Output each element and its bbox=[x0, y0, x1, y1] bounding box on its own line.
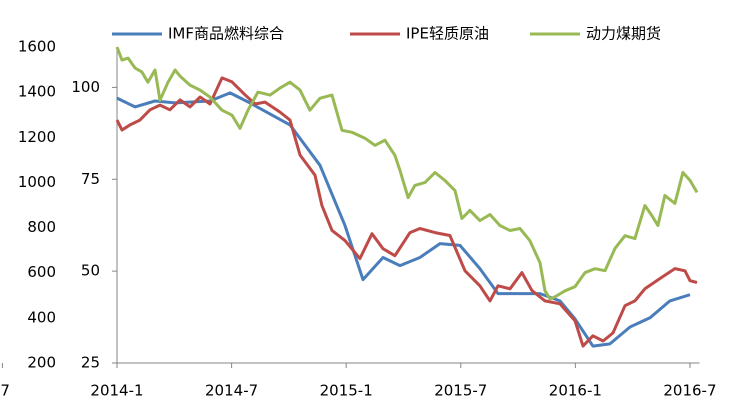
y2-tick-label: 75 bbox=[81, 170, 100, 188]
series-line bbox=[116, 91, 691, 348]
x-tick-label: 2015-7 bbox=[434, 382, 487, 400]
y-tick-label: 1000 bbox=[18, 173, 56, 191]
y-tick-label: 400 bbox=[27, 308, 56, 326]
series-line bbox=[115, 76, 698, 348]
y2-tick-label: 25 bbox=[81, 354, 100, 372]
x-tick-label: 2014-7 bbox=[205, 382, 258, 400]
legend-label: 动力煤期货 bbox=[586, 25, 661, 43]
x-tick-label: 2015-1 bbox=[320, 382, 373, 400]
x-tick-label: 2016-1 bbox=[549, 382, 602, 400]
legend-label: IMF商品燃料综合 bbox=[168, 25, 284, 43]
y-tick-label: 1600 bbox=[18, 38, 56, 56]
x-tick-label: -7 bbox=[0, 382, 10, 400]
y2-tick-label: 50 bbox=[81, 262, 100, 280]
series-line bbox=[115, 46, 699, 301]
y2-tick-label: 100 bbox=[71, 78, 100, 96]
legend-label: IPE轻质原油 bbox=[406, 25, 489, 43]
y-tick-label: 1400 bbox=[18, 83, 56, 101]
x-tick-label: 2016-7 bbox=[663, 382, 716, 400]
y-tick-label: 800 bbox=[27, 218, 56, 236]
x-tick-label: 2014-1 bbox=[90, 382, 143, 400]
y-tick-label: 200 bbox=[27, 354, 56, 372]
y-tick-label: 600 bbox=[27, 263, 56, 281]
y-tick-label: 1200 bbox=[18, 128, 56, 146]
